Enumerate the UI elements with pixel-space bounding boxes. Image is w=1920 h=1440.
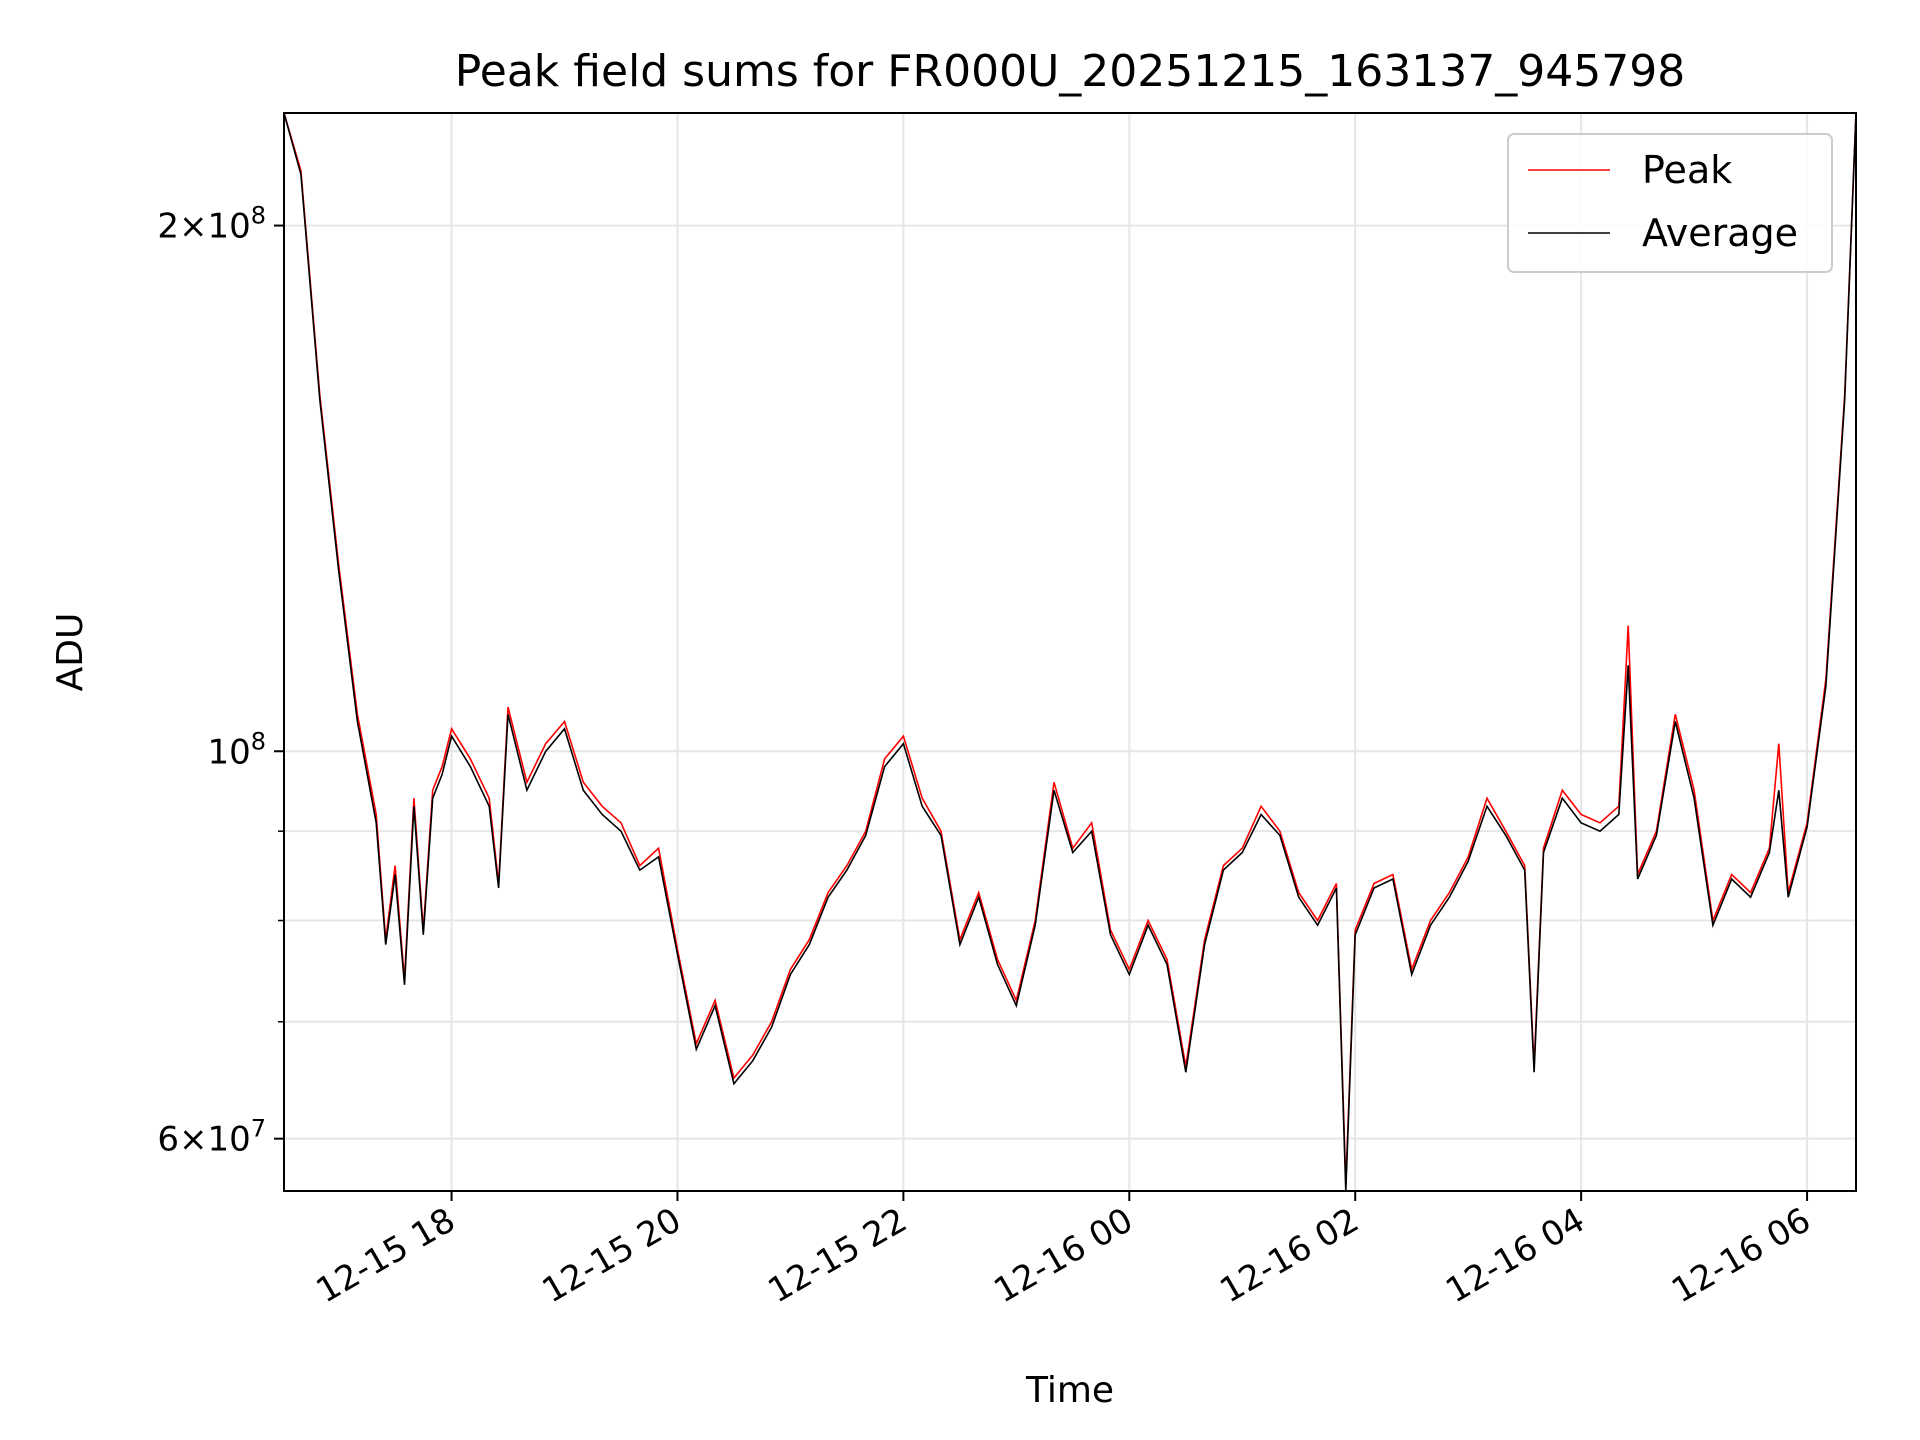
x-axis-label: Time: [1025, 1370, 1114, 1411]
chart-title: Peak field sums for FR000U_20251215_1631…: [455, 46, 1685, 97]
legend-box: [1507, 133, 1833, 273]
y-axis-label: ADU: [50, 613, 91, 692]
plot-frame: [283, 112, 1857, 1192]
series-line-average: [284, 113, 1856, 1191]
legend: Peak Average: [1507, 133, 1833, 273]
y-tick-label: 108: [207, 727, 266, 772]
grid: [284, 113, 1856, 1191]
legend-label-peak: Peak: [1642, 148, 1732, 192]
y-tick-label: 2×108: [157, 202, 266, 247]
plot-series: [284, 113, 1856, 1191]
y-tick-label: 6×107: [157, 1115, 266, 1160]
legend-label-average: Average: [1642, 211, 1798, 255]
y-axis-ticks: 6×107 108 2×108: [157, 202, 284, 1160]
